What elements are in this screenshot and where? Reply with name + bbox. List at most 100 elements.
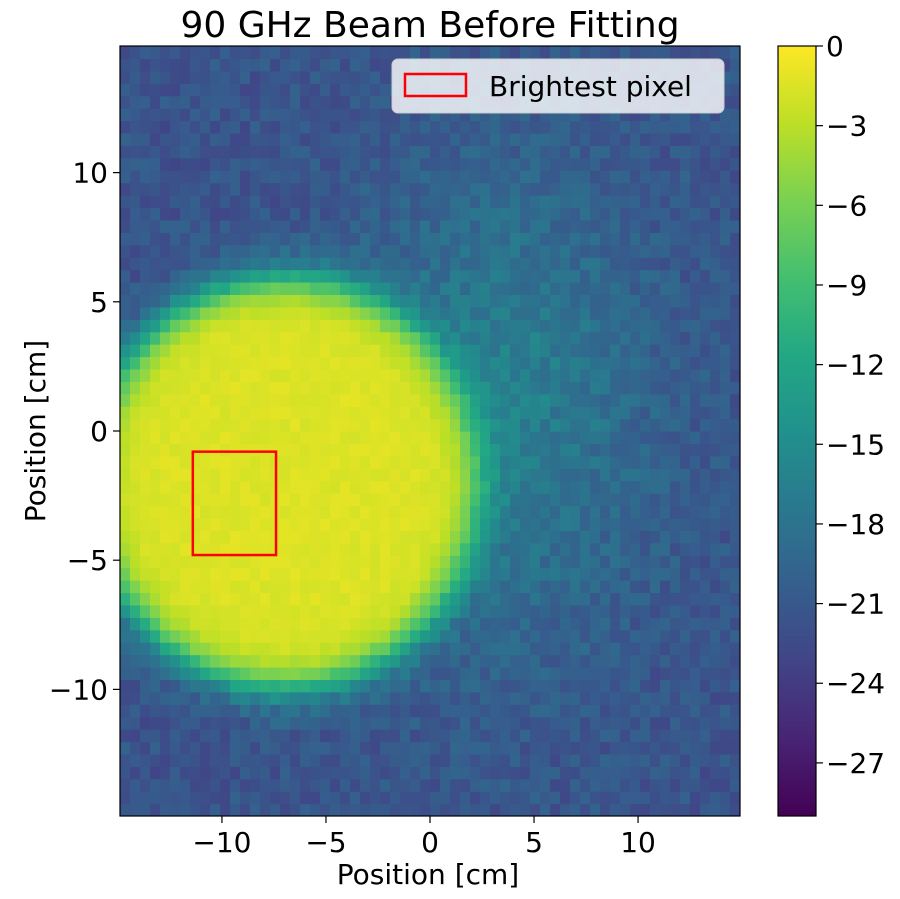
heatmap-cell (180, 170, 191, 184)
heatmap-cell (660, 257, 671, 271)
heatmap-cell (550, 480, 561, 494)
heatmap-cell (570, 132, 581, 146)
heatmap-cell (130, 132, 141, 146)
heatmap-cell (180, 393, 191, 407)
heatmap-cell (140, 542, 151, 556)
heatmap-cell (350, 604, 361, 618)
heatmap-cell (450, 716, 461, 730)
heatmap-cell (560, 182, 571, 196)
heatmap-cell (450, 319, 461, 333)
heatmap-cell (490, 468, 501, 482)
heatmap-cell (720, 679, 731, 693)
heatmap-cell (160, 244, 171, 258)
heatmap-cell (230, 306, 241, 320)
heatmap-cell (360, 46, 371, 60)
heatmap-cell (580, 555, 591, 569)
heatmap-cell (410, 666, 421, 680)
heatmap-cell (550, 344, 561, 358)
heatmap-cell (680, 108, 691, 122)
heatmap-cell (620, 269, 631, 283)
heatmap-cell (710, 716, 721, 730)
heatmap-cell (170, 530, 181, 544)
heatmap-cell (550, 269, 561, 283)
heatmap-cell (530, 729, 541, 743)
heatmap-cell (150, 319, 161, 333)
heatmap-cell (480, 480, 491, 494)
heatmap-cell (540, 555, 551, 569)
heatmap-cell (330, 555, 341, 569)
heatmap-cell (300, 70, 311, 84)
heatmap-cell (570, 232, 581, 246)
heatmap-cell (620, 368, 631, 382)
heatmap-cell (280, 468, 291, 482)
heatmap-cell (700, 207, 711, 221)
heatmap-cell (720, 108, 731, 122)
heatmap-cell (340, 580, 351, 594)
heatmap-cell (630, 145, 641, 159)
heatmap-cell (670, 604, 681, 618)
heatmap-cell (610, 132, 621, 146)
heatmap-cell (400, 393, 411, 407)
heatmap-cell (410, 617, 421, 631)
heatmap-cell (170, 46, 181, 60)
heatmap-cell (420, 381, 431, 395)
heatmap-cell (300, 517, 311, 531)
heatmap-cell (140, 666, 151, 680)
heatmap-cell (340, 679, 351, 693)
brightest-pixel-rect (191, 450, 278, 557)
heatmap-cell (200, 108, 211, 122)
heatmap-cell (560, 493, 571, 507)
heatmap-cell (300, 642, 311, 656)
heatmap-cell (550, 778, 561, 792)
heatmap-cell (710, 108, 721, 122)
heatmap-cell (510, 443, 521, 457)
heatmap-cell (170, 244, 181, 258)
heatmap-cell (170, 393, 181, 407)
heatmap-cell (510, 108, 521, 122)
heatmap-cell (680, 393, 691, 407)
heatmap-cell (390, 567, 401, 581)
heatmap-cell (660, 182, 671, 196)
heatmap-cell (210, 257, 221, 271)
heatmap-cell (230, 232, 241, 246)
heatmap-cell (240, 70, 251, 84)
heatmap-cell (500, 257, 511, 271)
heatmap-cell (280, 393, 291, 407)
colorbar (777, 45, 817, 817)
heatmap-cell (200, 157, 211, 171)
heatmap-cell (160, 70, 171, 84)
heatmap-cell (330, 182, 341, 196)
heatmap-cell (630, 157, 641, 171)
heatmap-cell (370, 629, 381, 643)
heatmap-cell (380, 716, 391, 730)
heatmap-cell (700, 393, 711, 407)
heatmap-cell (270, 381, 281, 395)
heatmap-cell (170, 344, 181, 358)
heatmap-cell (650, 132, 661, 146)
heatmap-cell (340, 70, 351, 84)
heatmap-cell (120, 344, 131, 358)
heatmap-cell (270, 716, 281, 730)
heatmap-cell (170, 729, 181, 743)
heatmap-cell (210, 455, 221, 469)
heatmap-cell (280, 356, 291, 370)
heatmap-cell (370, 555, 381, 569)
heatmap-cell (200, 567, 211, 581)
heatmap-cell (650, 418, 661, 432)
heatmap-cell (450, 766, 461, 780)
heatmap-cell (130, 219, 141, 233)
heatmap-cell (420, 244, 431, 258)
heatmap-cell (260, 741, 271, 755)
heatmap-cell (610, 666, 621, 680)
heatmap-cell (120, 791, 131, 805)
heatmap-cell (640, 344, 651, 358)
heatmap-cell (530, 219, 541, 233)
heatmap-cell (350, 219, 361, 233)
heatmap-cell (370, 294, 381, 308)
heatmap-cell (500, 406, 511, 420)
heatmap-cell (720, 580, 731, 594)
heatmap-cell (240, 455, 251, 469)
heatmap-cell (180, 132, 191, 146)
heatmap-cell (670, 716, 681, 730)
heatmap-cell (520, 729, 531, 743)
